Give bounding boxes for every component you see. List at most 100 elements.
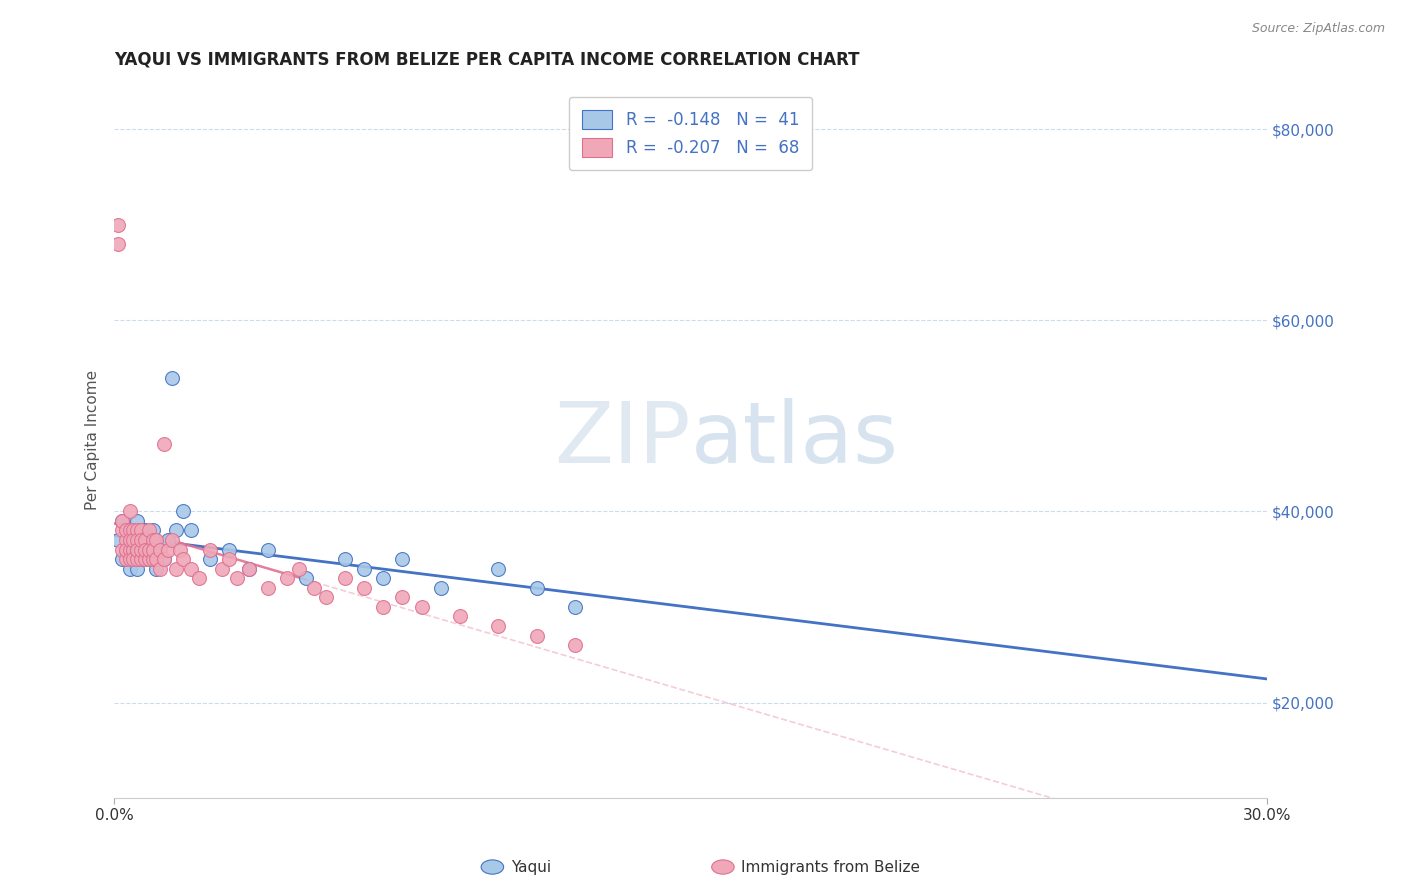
Point [111,514,134,528]
Point [129,552,152,566]
Point [160,533,183,547]
Text: Yaqui: Yaqui [510,860,551,874]
Point [211,562,233,576]
Point [129,542,152,557]
Y-axis label: Per Capita Income: Per Capita Income [86,369,100,509]
Point [302,581,325,595]
Point [257,542,280,557]
Point [122,533,145,547]
Point [122,524,145,538]
Point [107,533,129,547]
Point [156,533,179,547]
Point [142,542,165,557]
Point [564,599,586,614]
Point [564,638,586,652]
Point [353,562,375,576]
Point [111,542,134,557]
Point [411,599,433,614]
Point [145,552,167,566]
Point [127,542,149,557]
Point [138,552,160,566]
Point [430,581,453,595]
Point [134,542,156,557]
Point [172,552,194,566]
Point [142,552,165,566]
Point [114,533,136,547]
Legend: R =  -0.148   N =  41, R =  -0.207   N =  68: R = -0.148 N = 41, R = -0.207 N = 68 [569,97,813,170]
Point [114,542,136,557]
Point [391,552,413,566]
Point [118,542,141,557]
Point [138,552,160,566]
Point [165,562,187,576]
Point [134,533,156,547]
Point [488,619,510,633]
Point [149,562,172,576]
Point [134,542,156,557]
Point [127,524,149,538]
Point [526,581,548,595]
Text: atlas: atlas [690,398,898,481]
Point [153,437,176,451]
Point [111,524,134,538]
Point [165,524,187,538]
Point [142,542,165,557]
Point [138,542,160,557]
Point [333,552,356,566]
Point [315,591,337,605]
Text: YAQUI VS IMMIGRANTS FROM BELIZE PER CAPITA INCOME CORRELATION CHART: YAQUI VS IMMIGRANTS FROM BELIZE PER CAPI… [114,51,859,69]
Point [118,533,141,547]
Point [122,542,145,557]
Point [107,236,129,251]
Point [218,542,240,557]
Point [156,542,179,557]
Point [257,581,280,595]
Point [526,629,548,643]
Point [134,552,156,566]
Point [107,218,129,232]
Point [449,609,471,624]
Point [122,524,145,538]
Point [134,524,156,538]
Point [129,533,152,547]
Point [118,524,141,538]
Point [153,552,176,566]
Point [295,571,318,585]
Point [122,542,145,557]
Point [118,533,141,547]
Point [114,542,136,557]
Point [114,524,136,538]
Point [226,571,249,585]
Text: ZIP: ZIP [554,398,690,481]
Point [127,533,149,547]
Point [114,524,136,538]
Point [353,581,375,595]
Point [287,562,309,576]
Point [138,533,160,547]
Point [122,552,145,566]
Point [142,533,165,547]
Point [488,562,510,576]
Point [333,571,356,585]
Point [127,514,149,528]
Point [111,552,134,566]
Point [118,562,141,576]
Point [127,562,149,576]
Point [145,533,167,547]
Point [129,552,152,566]
Point [200,552,222,566]
Point [118,504,141,518]
Point [238,562,260,576]
Point [138,524,160,538]
Point [238,562,260,576]
Point [149,542,172,557]
Point [276,571,298,585]
Point [145,562,167,576]
Point [122,552,145,566]
Text: Source: ZipAtlas.com: Source: ZipAtlas.com [1251,22,1385,36]
Point [169,542,191,557]
Point [160,370,183,384]
Point [127,542,149,557]
Point [153,552,176,566]
Point [111,514,134,528]
